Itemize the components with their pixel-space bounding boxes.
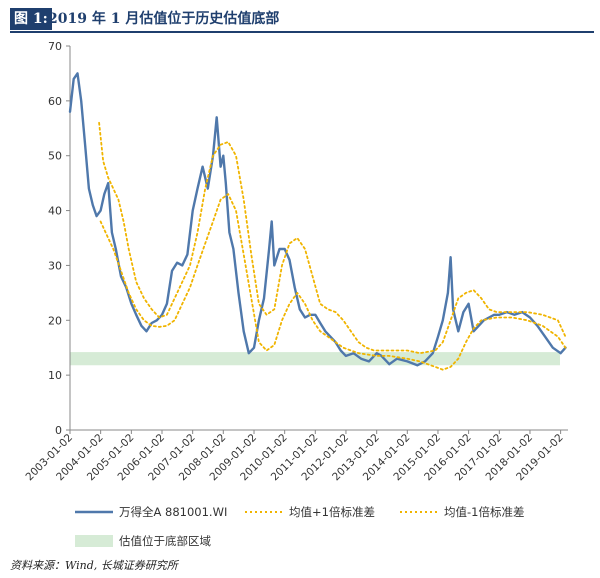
series-line-mean-plus-1sd [98,121,567,355]
y-tick-label: 30 [48,259,62,272]
title-underline [10,31,594,33]
y-tick-label: 10 [48,369,62,382]
y-tick-label: 70 [48,40,62,53]
y-tick-label: 20 [48,314,62,327]
series-line-wind-a [68,72,567,367]
legend-mean-plus-1sd-label: 均值+1倍标准差 [289,505,375,519]
y-tick-label: 40 [48,205,62,218]
figure-label: 图 1: [10,8,52,30]
y-tick-label: 50 [48,150,62,163]
legend-bottom-zone-swatch [75,535,113,547]
figure-title: 2019 年 1 月估值位于历史估值底部 [48,11,280,27]
bottom-zone-band [70,352,560,366]
source-note: 资料来源：Wind, 长城证券研究所 [10,559,178,572]
figure-header: 图 1: 2019 年 1 月估值位于历史估值底部 [0,0,600,36]
legend-bottom-zone-label: 估值位于底部区域 [119,534,211,548]
y-tick-label: 60 [48,95,62,108]
y-tick-label: 0 [55,424,62,437]
legend-mean-minus-1sd-label: 均值-1倍标准差 [444,505,524,519]
legend-wind-a-label: 万得全A 881001.WI [119,505,227,519]
